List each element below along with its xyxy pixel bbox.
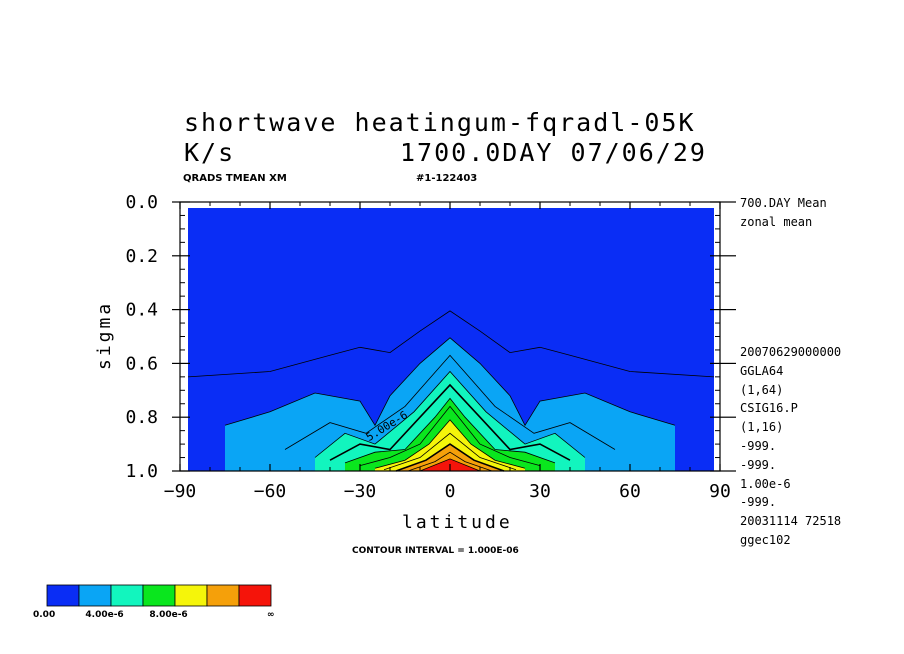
contour-interval-note: CONTOUR INTERVAL = 1.000E-06 — [352, 546, 519, 556]
contour-line-9 — [383, 432, 517, 471]
contour-line-12 — [419, 458, 481, 472]
info-line: ggec102 — [740, 532, 791, 547]
chart-subtitle-right: #1-122403 — [416, 173, 478, 184]
colorbar-label: 4.00e-6 — [85, 610, 123, 620]
contour-line-11 — [407, 451, 493, 472]
colorbar-label: 8.00e-6 — [149, 610, 187, 620]
contour-line-10 — [395, 443, 505, 472]
info-line: 700.DAY Mean — [740, 196, 827, 210]
y-tick-label: 0.0 — [125, 192, 158, 213]
colorbar-swatch — [174, 584, 208, 607]
y-axis-label: sigma — [94, 300, 115, 370]
contour-line-1 — [187, 310, 715, 378]
colorbar-swatch — [110, 584, 144, 607]
colorbar-swatch — [206, 584, 240, 607]
x-tick-label: 90 — [709, 481, 731, 502]
y-tick-label: 0.2 — [125, 246, 158, 267]
tick-labels: −90 −60 −30 0 30 60 90 0.0 0.2 0.4 0.6 0.8 1.0 — [125, 192, 730, 502]
y-tick-label: 0.4 — [125, 300, 158, 321]
contour-line-7 — [359, 405, 541, 466]
y-tick-label: 0.6 — [125, 353, 158, 374]
contour-line-8 — [374, 419, 526, 469]
contour-line-5 — [329, 383, 571, 461]
colorbar: 0.00 4.00e-6 8.00e-6 ∞ — [33, 584, 275, 620]
y-tick-label: 0.8 — [125, 407, 158, 428]
colorbar-label: 0.00 — [33, 610, 55, 620]
info-line: -999. — [740, 438, 777, 453]
chart-time: 1700.0DAY 07/06/29 — [400, 138, 707, 167]
info-line: zonal mean — [740, 214, 813, 229]
info-line: 20031114 72518 — [740, 514, 842, 529]
colorbar-swatch — [238, 584, 272, 607]
colorbar-swatch — [78, 584, 112, 607]
x-tick-label: −30 — [344, 481, 377, 502]
contour-fills — [188, 208, 714, 471]
info-line: 1.00e-6 — [740, 476, 791, 491]
info-line: (1,16) — [740, 420, 784, 435]
chart-title: shortwave heatingum-fqradl-05K — [184, 108, 696, 137]
contour-line-6 — [344, 397, 556, 464]
info-bottom: 20070629000000 GGLA64 (1,64) CSIG16.P (1… — [740, 343, 841, 550]
colorbar-swatch — [142, 584, 176, 607]
info-line: -999. — [740, 495, 777, 510]
x-tick-label: −90 — [164, 481, 197, 502]
colorbar-swatch — [46, 584, 80, 607]
info-top: 700.DAY Mean zonal mean — [740, 194, 827, 232]
contour-line-4 — [314, 370, 586, 458]
x-tick-label: −60 — [254, 481, 287, 502]
info-line: 20070629000000 — [740, 345, 842, 359]
x-axis-label: latitude — [402, 512, 513, 533]
y-tick-label: 1.0 — [125, 461, 158, 482]
info-line: CSIG16.P — [740, 401, 798, 416]
contour-line-2 — [224, 337, 676, 427]
colorbar-label: ∞ — [267, 610, 275, 620]
x-tick-label: 30 — [529, 481, 551, 502]
info-line: GGLA64 — [740, 363, 784, 378]
plot-axes — [172, 201, 736, 472]
contour-line-3 — [284, 354, 616, 450]
chart-subtitle-left: QRADS TMEAN XM — [183, 173, 287, 184]
info-line: (1,64) — [740, 382, 784, 397]
info-line: -999. — [740, 457, 777, 472]
chart-units: K/s — [184, 138, 236, 167]
x-tick-label: 60 — [619, 481, 641, 502]
x-tick-label: 0 — [445, 481, 456, 502]
